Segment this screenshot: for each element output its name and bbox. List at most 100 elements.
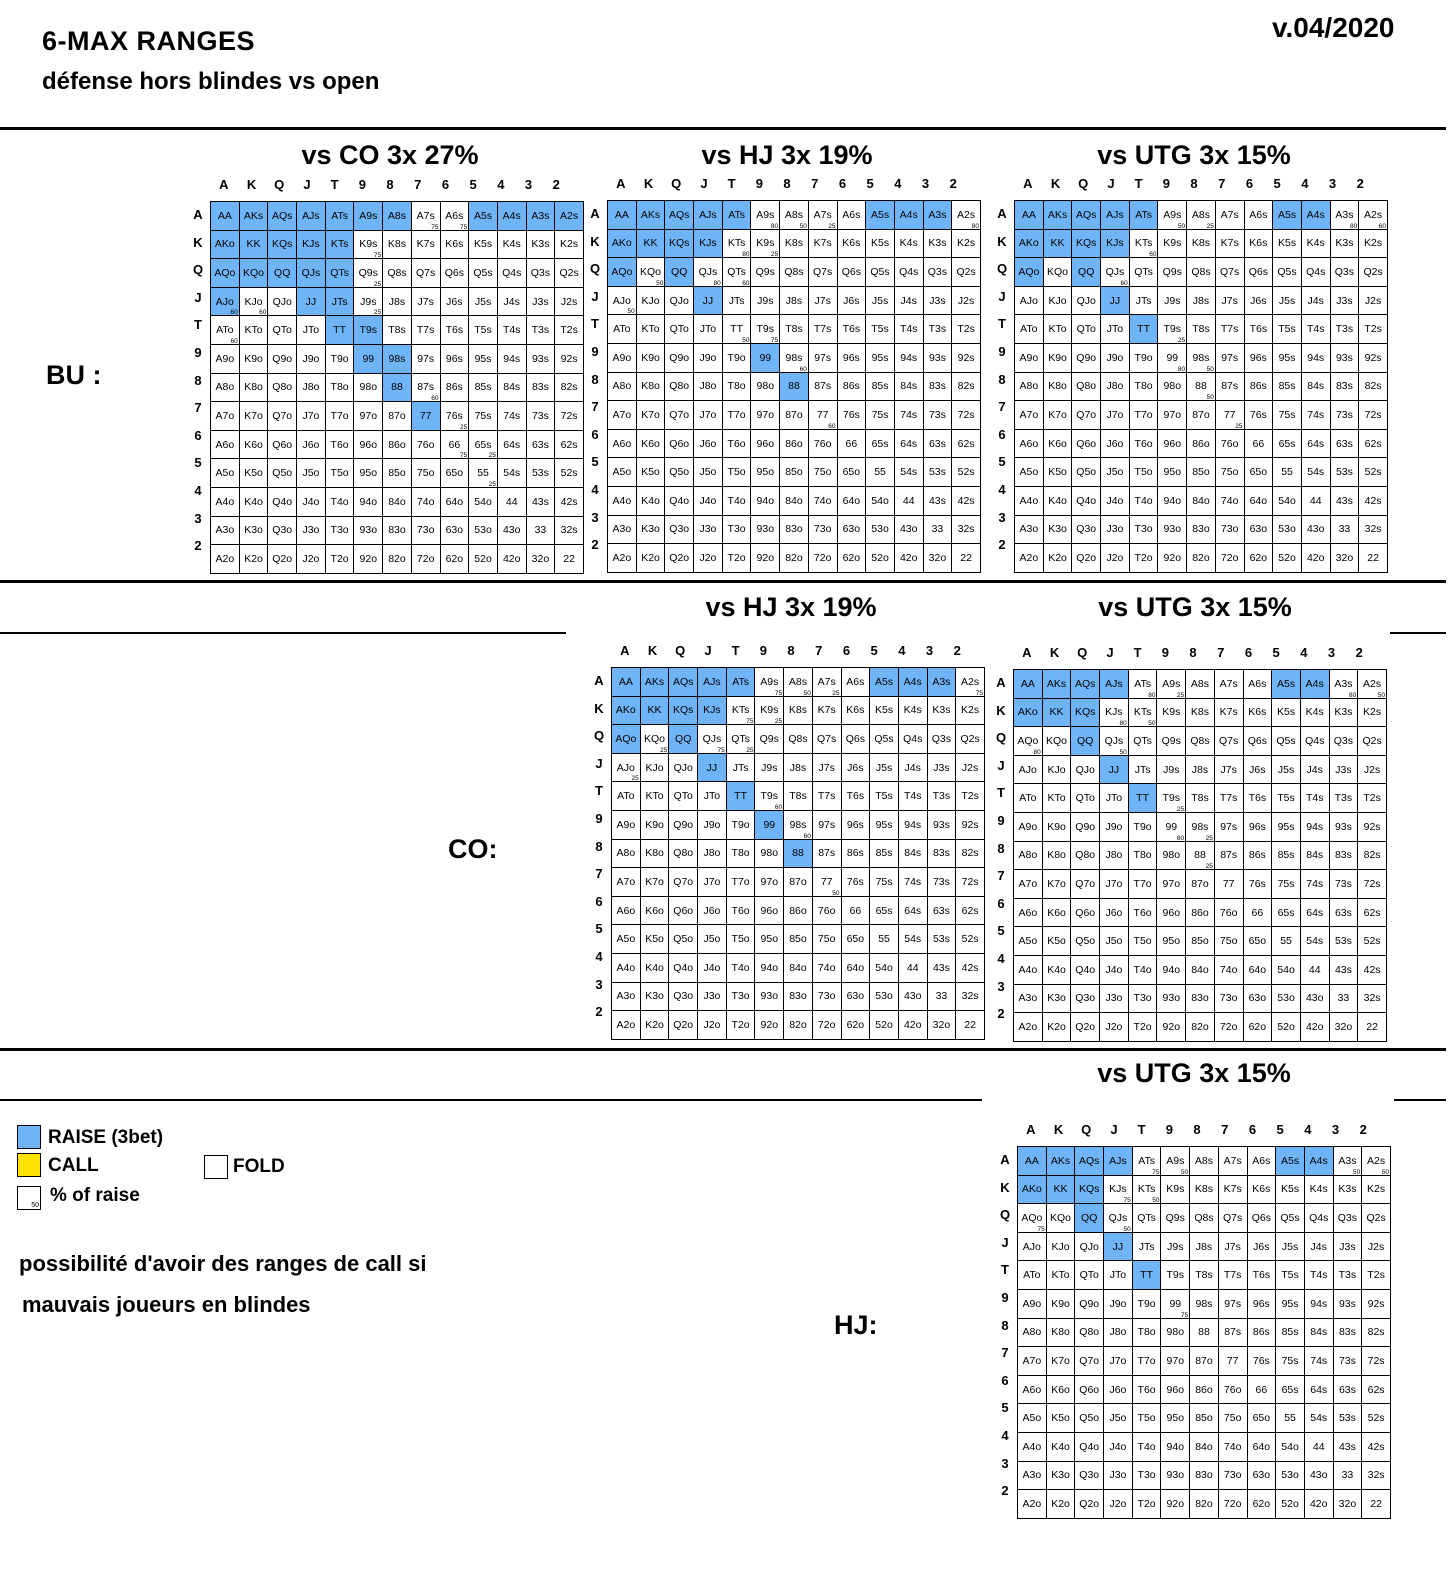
hand-cell-64o: 64o <box>836 485 867 516</box>
column-rank-label: T <box>731 643 740 658</box>
hand-cell-73s: 73s <box>1329 400 1360 430</box>
hand-cell-AQo: AQo <box>210 258 240 288</box>
hand-cell-AA: AA <box>1014 200 1044 230</box>
hand-cell-76s: 76s <box>1243 400 1274 430</box>
row-rank-label: 5 <box>591 454 599 470</box>
hand-cell-72s: 72s <box>955 867 985 897</box>
hand-cell-55: 55 <box>865 457 895 487</box>
hand-cell-76s: 76s <box>1242 869 1273 899</box>
hand-cell-J5o: J5o <box>1100 457 1130 487</box>
hand-cell-53s: 53s <box>926 924 957 954</box>
hand-cell-T2o: T2o <box>1131 1489 1162 1519</box>
raise-percentage: 60 <box>230 337 238 345</box>
hand-cell-T3o: T3o <box>721 514 752 545</box>
hand-cell-T3s: T3s <box>1332 1260 1363 1290</box>
hand-cell-T4s: T4s <box>1299 783 1330 813</box>
hand-cell-TT: TT <box>1131 1260 1162 1290</box>
row-rank-label: 3 <box>997 978 1005 994</box>
hand-cell-JJ: JJ <box>1100 285 1130 316</box>
hand-cell-J2s: J2s <box>1358 285 1388 316</box>
hand-cell-T6s: T6s <box>1242 783 1273 813</box>
hand-cell-96s: 96s <box>1246 1288 1277 1319</box>
hand-cell-A8s: A8s 25 <box>1186 200 1216 230</box>
hand-cell-96s: 96s <box>439 343 470 374</box>
hand-cell-QTo: QTo <box>1070 783 1101 813</box>
hand-cell-A5o: A5o <box>1017 1403 1047 1433</box>
hand-cell-Q9s: Q9s <box>1157 257 1188 287</box>
hand-cell-22: 22 <box>1361 1489 1391 1519</box>
hand-cell-T6o: T6o <box>725 895 756 926</box>
hand-cell-ATs: ATs <box>721 200 752 230</box>
hand-cell-75o: 75o <box>410 458 441 488</box>
legend-raise-label: RAISE (3bet) <box>48 1127 164 1148</box>
hand-cell-QQ: QQ <box>668 724 699 754</box>
hand-cell-32s: 32s <box>1358 514 1388 545</box>
hand-cell-Q5o: Q5o <box>1070 926 1101 956</box>
hand-cell-95s: 95s <box>468 343 498 374</box>
hand-cell-KK: KK <box>1045 1174 1076 1205</box>
hand-cell-J2o: J2o <box>697 1010 727 1040</box>
hand-cell-Q6s: Q6s <box>840 724 871 754</box>
hand-cell-A5o: A5o <box>611 924 641 954</box>
hand-cell-J8o: J8o <box>1099 840 1129 871</box>
hand-cell-AA: AA <box>611 667 641 697</box>
hand-cell-QQ: QQ <box>664 257 695 287</box>
hand-cell-93s: 93s <box>926 809 957 840</box>
hand-cell-ATo: ATo <box>611 781 641 811</box>
hand-cell-ATo: ATo <box>607 314 637 344</box>
hand-cell-K2s: K2s <box>1357 697 1387 728</box>
hand-cell-AKs: AKs <box>639 667 670 697</box>
hand-cell-K3o: K3o <box>1045 1460 1076 1491</box>
hand-cell-JTs: JTs <box>1128 285 1159 316</box>
hand-cell-K5s: K5s <box>865 228 895 259</box>
hand-cell-82s: 82s <box>1361 1317 1391 1348</box>
hand-cell-A3o: A3o <box>1017 1460 1047 1491</box>
hand-cell-T3o: T3o <box>324 515 355 546</box>
hand-cell-T6o: T6o <box>1131 1374 1162 1405</box>
hand-cell-66: 66 <box>1246 1374 1277 1405</box>
hand-cell-T9s: T9s <box>1160 1260 1191 1290</box>
hand-cell-KJs: KJs <box>693 228 723 259</box>
hand-cell-K4s: K4s <box>1300 228 1331 259</box>
hand-cell-63o: 63o <box>836 514 867 545</box>
hand-cell-T2s: T2s <box>955 781 985 811</box>
hand-cell-Q8o: Q8o <box>1074 1317 1105 1348</box>
divider <box>0 580 1446 583</box>
hand-cell-32s: 32s <box>1357 983 1387 1014</box>
hand-cell-A2s: A2s 50 <box>1361 1146 1391 1176</box>
hand-cell-T5o: T5o <box>324 458 355 488</box>
hand-cell-T6o: T6o <box>1128 428 1159 459</box>
hand-cell-Q2s: Q2s <box>1357 726 1387 756</box>
row-rank-label: 2 <box>591 537 599 553</box>
hand-cell-A2s: A2s 75 <box>955 667 985 697</box>
hand-cell-82s: 82s <box>1358 371 1388 402</box>
hand-cell-J4s: J4s <box>1300 285 1331 316</box>
hand-cell-T2s: T2s <box>1357 783 1387 813</box>
hand-cell-K5o: K5o <box>635 457 666 487</box>
row-rank-label: 2 <box>997 1006 1005 1022</box>
divider <box>0 127 1446 130</box>
hand-cell-Q4s: Q4s <box>1299 726 1330 756</box>
hand-cell-K8s: K8s <box>779 228 809 259</box>
hand-cell-Q9s: Q9s 25 <box>353 258 384 288</box>
hand-cell-A5s: A5s <box>468 201 498 231</box>
hand-cell-KK: KK <box>1041 697 1072 728</box>
hand-cell-65s: 65s <box>1272 428 1302 459</box>
hand-cell-K4s: K4s <box>893 228 924 259</box>
hand-cell-Q2o: Q2o <box>664 543 695 573</box>
hand-cell-J8s: J8s <box>779 285 809 316</box>
hand-cell-K9s: K9s <box>1156 697 1187 728</box>
column-rank-label: 9 <box>759 643 767 658</box>
column-rank-label: T <box>330 177 339 192</box>
hand-cell-QQ: QQ <box>267 258 298 288</box>
hand-cell-75s: 75s <box>1271 869 1301 899</box>
hand-cell-74o: 74o <box>410 486 441 517</box>
hand-cell-A4s: A4s <box>897 667 928 697</box>
hand-cell-73s: 73s <box>926 867 957 897</box>
hand-cell-75o: 75o <box>807 457 838 487</box>
column-rank-label: K <box>1053 1122 1064 1137</box>
hand-cell-T8o: T8o <box>1127 840 1158 871</box>
hand-cell-KTo: KTo <box>238 315 269 345</box>
hand-cell-QTs: QTs <box>1128 257 1159 287</box>
raise-percentage: 25 <box>1205 834 1213 842</box>
